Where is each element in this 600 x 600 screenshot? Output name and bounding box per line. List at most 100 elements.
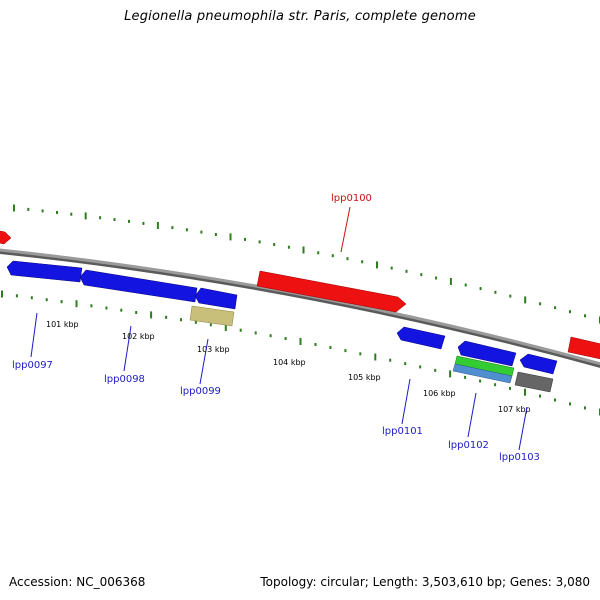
lower-track-tick [1, 290, 3, 298]
upper-track-tick [258, 240, 261, 244]
lower-track-tick [509, 386, 511, 390]
upper-track-tick [142, 221, 145, 225]
scale-label-104: 104 kbp [273, 358, 306, 367]
upper-track-tick [41, 209, 44, 213]
map-title: Legionella pneumophila str. Paris, compl… [124, 9, 476, 24]
lower-track-tick [239, 328, 242, 332]
upper-track-tick [113, 218, 116, 221]
lower-track-tick [329, 346, 332, 349]
gene-arrow-forward-partial-left[interactable] [0, 230, 12, 245]
scale-label-103: 103 kbp [197, 345, 230, 354]
upper-track-tick [185, 228, 188, 232]
lower-track-tick [344, 349, 347, 353]
scale-labels: 101 kbp 102 kbp 103 kbp 104 kbp 105 kbp … [46, 320, 531, 414]
rna-feature-lpp0099[interactable] [189, 305, 235, 327]
lower-track-tick [494, 383, 497, 387]
lower-track-tick [314, 343, 317, 346]
upper-tick-track [13, 204, 600, 324]
label-lpp0097[interactable]: lpp0097 [12, 360, 53, 371]
leader-lpp0100 [340, 206, 351, 253]
leader-lpp0103 [518, 406, 528, 451]
lower-track-tick [524, 388, 526, 396]
lower-track-tick [194, 320, 197, 324]
lower-track-tick [449, 370, 452, 378]
label-lpp0099[interactable]: lpp0099 [180, 386, 221, 397]
lower-track-tick [299, 338, 302, 345]
lower-track-tick [359, 352, 362, 356]
lower-track-tick [180, 318, 182, 322]
gene-arrow-forward-partial-right[interactable] [567, 336, 600, 361]
scale-label-105: 105 kbp [348, 373, 381, 382]
upper-track-tick [70, 212, 73, 216]
upper-track-tick [128, 219, 130, 223]
label-lpp0103[interactable]: lpp0103 [499, 452, 540, 463]
gene-arrow-lpp0097[interactable] [6, 260, 83, 283]
lower-track-tick [120, 308, 123, 312]
lower-track-tick [60, 300, 63, 304]
lower-track-tick [45, 298, 48, 302]
upper-track-tick [56, 211, 58, 214]
upper-track-tick [524, 296, 527, 304]
gene-arrow-lpp0101[interactable] [396, 326, 446, 350]
lower-track-tick [165, 315, 168, 319]
lower-track-tick [569, 402, 571, 406]
label-lpp0102[interactable]: lpp0102 [448, 440, 489, 451]
upper-track-tick [361, 260, 364, 264]
lower-track-tick [30, 296, 33, 300]
upper-track-tick [287, 245, 290, 249]
lower-track-tick [224, 324, 227, 331]
upper-track-tick [449, 278, 452, 285]
upper-track-tick [405, 269, 408, 273]
genome-backbone [0, 248, 600, 366]
upper-track-tick [171, 226, 174, 230]
leader-lpp0098 [123, 325, 132, 372]
backbone-shadow [0, 249, 600, 368]
upper-track-tick [390, 266, 393, 270]
upper-track-tick [13, 204, 15, 212]
gene-arrow-lpp0102[interactable] [457, 340, 517, 367]
label-lpp0098[interactable]: lpp0098 [104, 374, 145, 385]
lower-track-tick [269, 334, 272, 338]
gene-arrow-lpp0098[interactable] [79, 269, 198, 303]
lower-track-tick [90, 304, 93, 308]
feature-track [0, 230, 600, 393]
upper-track-tick [554, 306, 557, 310]
gene-arrow-lpp0099[interactable] [194, 287, 238, 310]
lower-track-tick [254, 331, 257, 335]
upper-track-tick [479, 287, 482, 291]
upper-track-tick [464, 283, 467, 287]
label-lpp0101[interactable]: lpp0101 [382, 426, 423, 437]
lower-track-tick [209, 323, 212, 327]
label-lpp0100[interactable]: lpp0100 [331, 193, 372, 204]
upper-track-tick [244, 237, 246, 241]
upper-track-tick [331, 254, 334, 258]
upper-track-tick [229, 233, 232, 241]
grey-feature-lpp0103[interactable] [514, 371, 554, 393]
upper-track-tick [99, 216, 102, 220]
label-leader-lines [30, 206, 528, 451]
lower-track-tick [389, 358, 392, 362]
upper-track-tick [214, 233, 217, 236]
lower-track-tick [404, 362, 407, 366]
upper-track-tick [584, 314, 586, 318]
gene-arrow-lpp0100[interactable] [256, 270, 407, 313]
lower-track-tick [150, 311, 153, 319]
leader-lpp0102 [467, 392, 477, 438]
upper-track-tick [273, 243, 276, 246]
scale-label-106: 106 kbp [423, 389, 456, 398]
scale-label-102: 102 kbp [122, 332, 155, 341]
upper-track-tick [539, 302, 542, 306]
genome-summary-text: Topology: circular; Length: 3,503,610 bp… [260, 575, 590, 589]
accession-text: Accession: NC_006368 [9, 575, 146, 589]
leader-lpp0101 [401, 378, 411, 425]
steelblue-feature-lpp0102[interactable] [452, 363, 513, 384]
upper-track-tick [346, 257, 349, 261]
lower-track-tick [539, 394, 541, 398]
upper-track-tick [494, 290, 497, 294]
upper-track-tick [509, 294, 512, 298]
gene-arrow-lpp0103[interactable] [519, 353, 558, 375]
lower-track-tick [464, 375, 467, 379]
lower-track-tick [554, 398, 556, 402]
lower-track-tick [15, 294, 18, 298]
